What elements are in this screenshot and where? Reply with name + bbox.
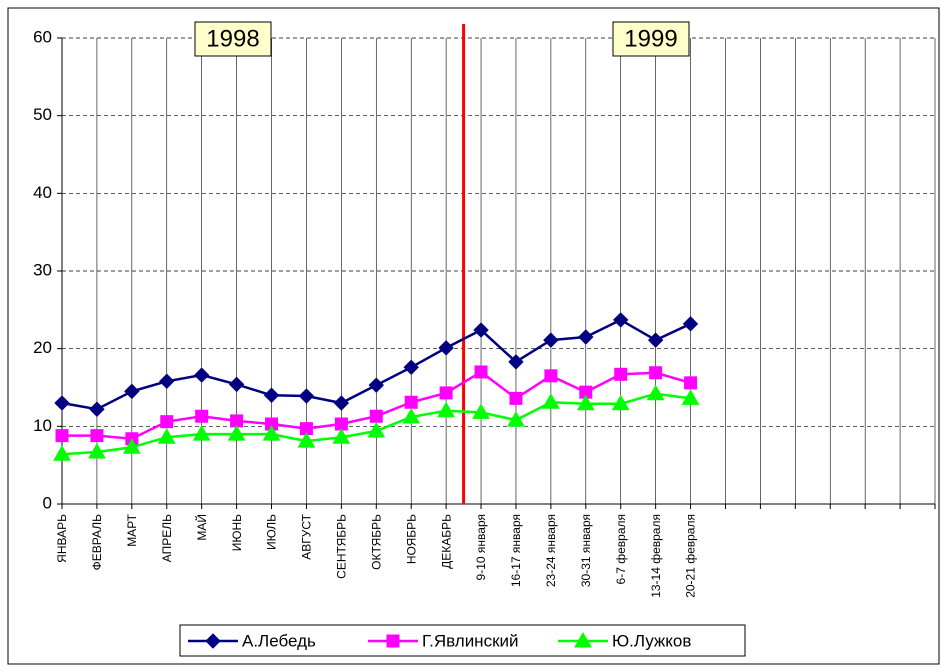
- annotation-box: [194, 21, 272, 57]
- data-point: [369, 409, 383, 423]
- x-tick-label: 6-7 февраля: [614, 514, 628, 584]
- data-point: [90, 429, 104, 443]
- x-tick-label: 20-21 февраля: [684, 514, 698, 598]
- data-point: [193, 367, 210, 383]
- data-point: [228, 376, 245, 393]
- x-tick-label: СЕНТЯБРЬ: [335, 514, 349, 579]
- data-point: [684, 376, 698, 390]
- legend-box: [179, 624, 746, 657]
- data-point: [333, 395, 350, 411]
- legend-item: А.Лебедь: [188, 631, 316, 650]
- data-point: [647, 332, 664, 348]
- data-point: [368, 377, 384, 393]
- data-point: [508, 354, 524, 370]
- data-point: [646, 384, 665, 401]
- y-tick-label: 60: [33, 27, 52, 46]
- data-point: [297, 432, 316, 448]
- legend-marker: [574, 631, 592, 648]
- data-point: [122, 438, 141, 454]
- x-tick-label: 16-17 января: [509, 514, 523, 587]
- data-point: [403, 359, 419, 376]
- x-tick-label: МАЙ: [194, 514, 209, 541]
- data-point: [542, 393, 560, 409]
- data-point: [544, 369, 558, 383]
- data-point: [402, 408, 421, 424]
- annotation-box: [612, 21, 690, 57]
- data-point: [509, 391, 523, 405]
- x-tick-label: 9-10 января: [474, 514, 488, 580]
- data-point: [404, 395, 418, 409]
- data-point: [332, 428, 351, 444]
- legend-item: Ю.Лужков: [558, 631, 691, 650]
- annotation: 1998: [206, 25, 259, 52]
- data-point: [438, 340, 454, 356]
- data-point: [157, 428, 176, 444]
- x-tick-label: ФЕВРАЛЬ: [90, 514, 104, 570]
- data-point: [55, 429, 69, 443]
- data-point: [262, 425, 281, 441]
- x-tick-label: НОЯБРЬ: [404, 514, 418, 564]
- legend-item: Г.Явлинский: [368, 631, 519, 650]
- x-tick-label: МАРТ: [125, 513, 139, 546]
- legend-label: Ю.Лужков: [612, 631, 691, 650]
- data-point: [611, 394, 630, 411]
- x-tick-label: ОКТЯБРЬ: [369, 514, 383, 570]
- x-tick-label: 30-31 января: [579, 514, 593, 587]
- data-point: [474, 365, 488, 379]
- data-point: [88, 442, 106, 459]
- data-point: [682, 316, 699, 332]
- chart-frame: [7, 7, 940, 665]
- data-point: [367, 421, 386, 438]
- x-tick-label: 13-14 февраля: [649, 514, 663, 598]
- data-point: [227, 425, 246, 441]
- x-tick-label: 23-24 января: [544, 514, 558, 587]
- y-tick-label: 30: [33, 260, 52, 279]
- data-point: [192, 425, 211, 441]
- data-point: [578, 329, 594, 345]
- data-point: [649, 366, 663, 380]
- legend-label: А.Лебедь: [242, 631, 316, 650]
- y-tick-label: 10: [33, 416, 52, 435]
- data-point: [614, 367, 628, 381]
- data-point: [437, 401, 455, 418]
- y-tick-label: 0: [43, 493, 52, 512]
- data-point: [472, 403, 490, 419]
- x-tick-label: АВГУСТ: [300, 513, 314, 559]
- x-tick-label: АПРЕЛЬ: [160, 514, 174, 562]
- x-tick-label: ИЮЛЬ: [265, 514, 279, 550]
- data-point: [473, 322, 489, 338]
- y-tick-label: 50: [33, 105, 52, 124]
- y-tick-label: 20: [33, 338, 52, 357]
- data-point: [54, 395, 70, 411]
- legend-marker: [205, 633, 221, 649]
- data-point: [298, 388, 315, 404]
- data-point: [53, 445, 71, 461]
- data-point: [439, 386, 453, 400]
- data-point: [507, 411, 525, 427]
- data-point: [195, 409, 209, 423]
- y-tick-label: 40: [33, 183, 52, 202]
- x-tick-label: ИЮНЬ: [230, 514, 244, 551]
- data-point: [89, 401, 105, 417]
- data-point: [124, 383, 140, 400]
- legend-marker: [386, 634, 400, 648]
- x-tick-label: ЯНВАРЬ: [55, 514, 69, 563]
- data-point: [576, 394, 595, 411]
- data-point: [613, 312, 629, 328]
- data-point: [543, 332, 559, 348]
- legend-label: Г.Явлинский: [422, 631, 519, 650]
- data-point: [160, 415, 174, 429]
- annotation: 1999: [624, 25, 677, 52]
- data-point: [159, 373, 175, 389]
- data-point: [681, 389, 700, 405]
- data-point: [263, 387, 280, 403]
- x-tick-label: ДЕКАБРЬ: [439, 514, 453, 569]
